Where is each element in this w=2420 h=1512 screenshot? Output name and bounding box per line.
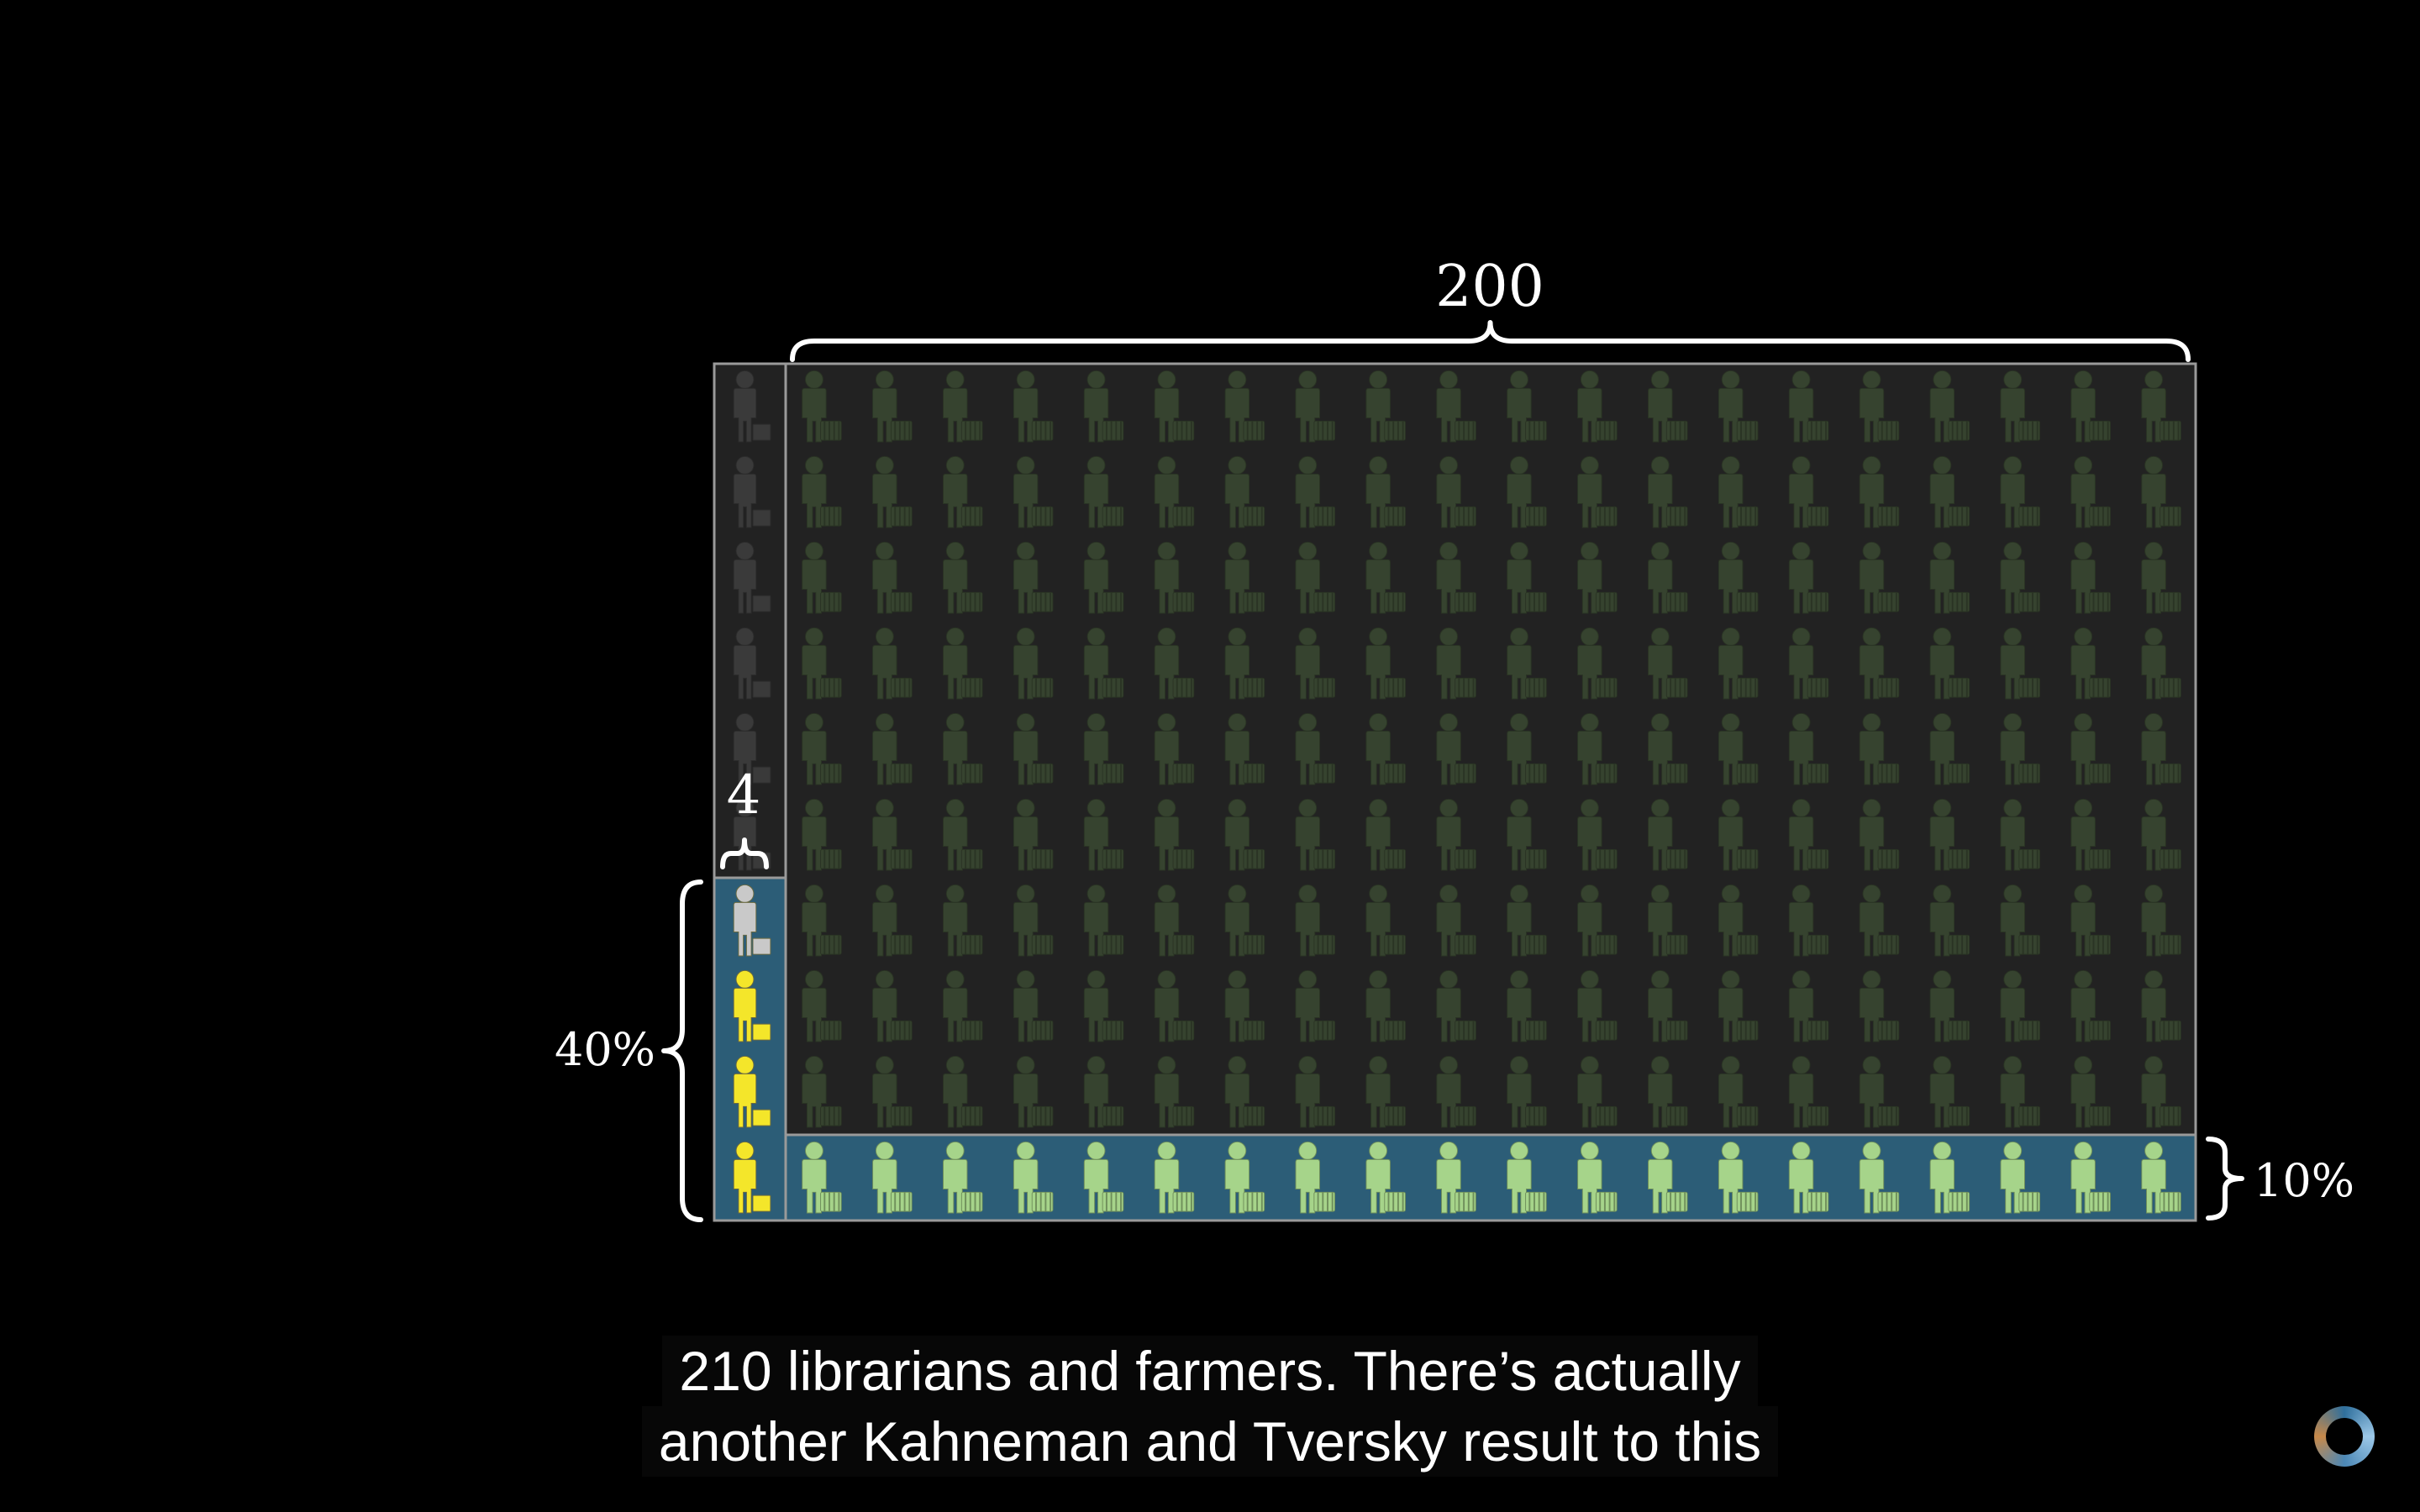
caption-line-2: another Kahneman and Tversky result to t…	[641, 1406, 1779, 1477]
librarians-count-label: 4	[727, 764, 761, 827]
farmer-percent-brace	[2206, 1137, 2244, 1221]
farmers-count-label: 200	[1435, 254, 1544, 320]
braces	[661, 320, 2244, 1222]
librarian-percent-brace	[661, 879, 703, 1222]
caption-line-1: 210 librarians and farmers. There’s actu…	[662, 1336, 1758, 1406]
grid-border	[713, 362, 2197, 1222]
farmers-count-brace	[790, 320, 2191, 362]
farmer-percent-label: 10%	[2254, 1154, 2354, 1207]
loading-spinner-icon	[2314, 1406, 2375, 1467]
librarian-percent-label: 40%	[555, 1023, 655, 1076]
librarians-count-brace	[720, 837, 769, 869]
farmer-highlight-region	[786, 1135, 2196, 1221]
caption-box: 210 librarians and farmers. There’s actu…	[0, 1336, 2420, 1477]
